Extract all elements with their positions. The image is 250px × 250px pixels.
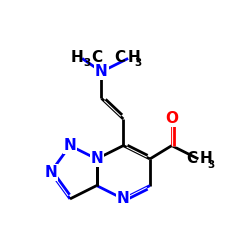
Text: 3: 3 (135, 58, 142, 68)
Text: C: C (114, 50, 125, 65)
Text: N: N (90, 152, 103, 166)
Text: H: H (128, 50, 140, 65)
Text: C: C (91, 50, 102, 65)
Text: N: N (95, 64, 108, 79)
Text: N: N (64, 138, 76, 153)
Text: 3: 3 (83, 58, 90, 68)
Text: N: N (117, 192, 130, 206)
Text: C: C (187, 152, 198, 166)
Text: O: O (165, 112, 178, 126)
Text: H: H (200, 152, 213, 166)
Text: H: H (70, 50, 83, 65)
Text: N: N (44, 165, 57, 180)
Text: 3: 3 (207, 160, 214, 170)
